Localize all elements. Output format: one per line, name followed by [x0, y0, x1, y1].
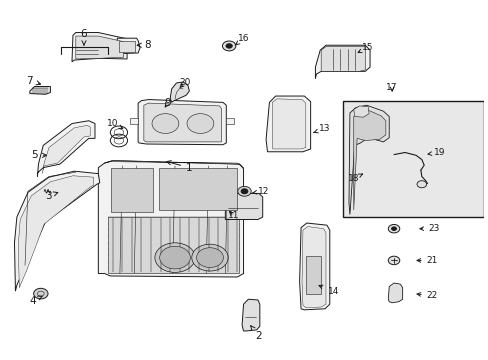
Text: 2: 2 [250, 326, 262, 341]
Polygon shape [108, 217, 238, 274]
Circle shape [34, 288, 48, 299]
Text: 20: 20 [179, 78, 190, 87]
Text: 18: 18 [347, 174, 362, 183]
Polygon shape [353, 106, 368, 117]
Polygon shape [143, 103, 221, 142]
Circle shape [186, 114, 213, 134]
Circle shape [225, 44, 232, 48]
Polygon shape [18, 176, 93, 288]
Polygon shape [114, 38, 140, 56]
Polygon shape [387, 283, 402, 303]
Text: 8: 8 [137, 40, 151, 50]
Polygon shape [272, 99, 305, 149]
Circle shape [391, 227, 396, 230]
Text: 12: 12 [252, 187, 269, 196]
Polygon shape [76, 36, 123, 59]
Polygon shape [38, 121, 95, 176]
Circle shape [222, 41, 235, 51]
Text: 14: 14 [318, 285, 338, 296]
Polygon shape [299, 223, 329, 310]
Text: 21: 21 [416, 256, 437, 265]
Circle shape [196, 248, 223, 267]
Polygon shape [159, 168, 237, 210]
Text: 4: 4 [29, 296, 42, 306]
Text: 17: 17 [386, 83, 397, 92]
Polygon shape [348, 105, 388, 215]
Text: 19: 19 [427, 148, 445, 157]
Text: 7: 7 [26, 76, 41, 86]
Circle shape [191, 244, 228, 271]
Circle shape [241, 189, 247, 194]
Polygon shape [242, 299, 259, 331]
Polygon shape [42, 125, 90, 174]
Text: 13: 13 [313, 124, 330, 133]
Text: 1: 1 [166, 161, 192, 173]
Polygon shape [111, 168, 153, 212]
Polygon shape [104, 161, 243, 169]
Polygon shape [30, 86, 50, 94]
Text: 22: 22 [416, 291, 437, 300]
Text: 23: 23 [419, 224, 439, 233]
Circle shape [416, 181, 426, 188]
Polygon shape [130, 118, 138, 123]
Circle shape [387, 256, 399, 265]
Polygon shape [265, 96, 310, 152]
Polygon shape [15, 171, 100, 291]
Polygon shape [170, 82, 189, 102]
Text: 6: 6 [81, 29, 87, 45]
Circle shape [160, 246, 190, 269]
Text: 11: 11 [228, 211, 239, 220]
Text: 10: 10 [107, 119, 122, 129]
Polygon shape [302, 226, 325, 308]
Text: 9: 9 [164, 98, 171, 108]
Polygon shape [226, 118, 233, 123]
Polygon shape [72, 32, 127, 62]
Bar [342, 100, 483, 217]
Polygon shape [138, 100, 226, 145]
Text: 16: 16 [235, 34, 249, 45]
Circle shape [152, 114, 179, 134]
Text: 3: 3 [44, 191, 58, 201]
Polygon shape [119, 41, 135, 52]
Polygon shape [305, 256, 321, 294]
Circle shape [237, 186, 251, 196]
Circle shape [387, 224, 399, 233]
Text: 5: 5 [31, 150, 46, 160]
Polygon shape [321, 47, 365, 71]
Circle shape [155, 243, 195, 273]
Polygon shape [98, 161, 243, 277]
Text: 15: 15 [357, 43, 373, 53]
Polygon shape [315, 45, 369, 78]
Polygon shape [225, 193, 262, 220]
Polygon shape [353, 110, 385, 210]
